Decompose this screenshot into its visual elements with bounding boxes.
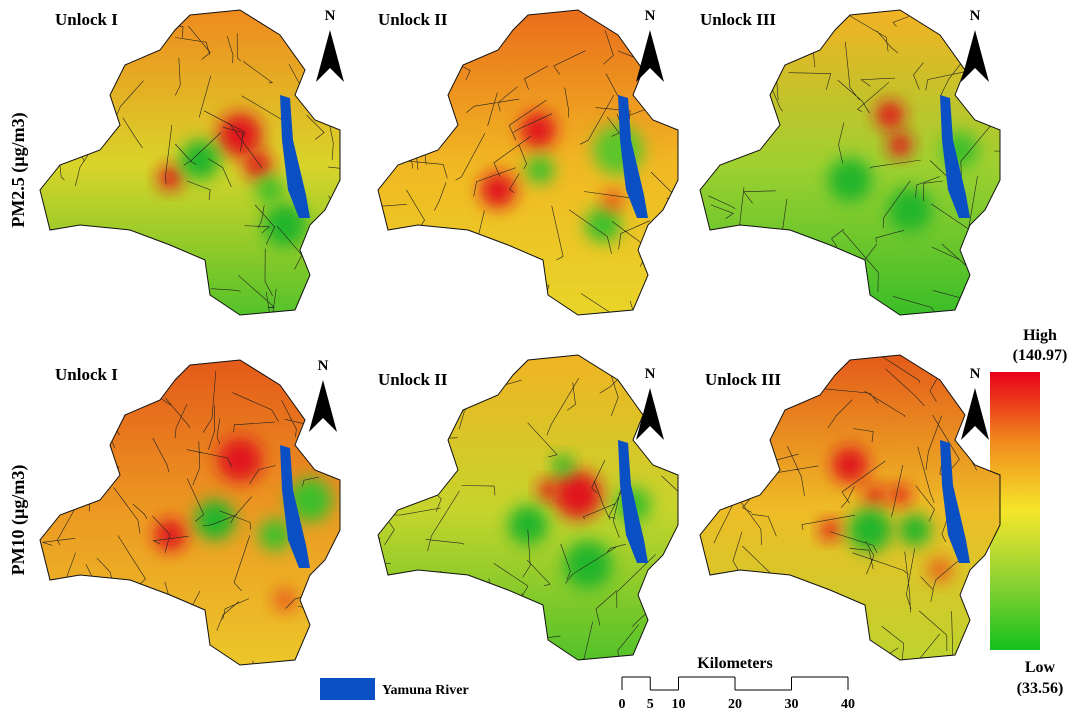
hotspot	[603, 190, 623, 210]
map-outline	[699, 9, 1001, 316]
hotspot	[820, 520, 840, 540]
hotspot	[554, 471, 602, 519]
map-panel	[377, 9, 679, 316]
map-outline	[699, 354, 1001, 661]
north-label: N	[325, 8, 336, 24]
hotspot	[899, 514, 931, 546]
hotspot	[520, 112, 556, 148]
hotspot	[876, 101, 904, 129]
north-arrow	[636, 388, 664, 440]
map-outline	[377, 354, 679, 661]
hotspot	[538, 480, 558, 500]
row-label: PM2.5 (µg/m3)	[8, 112, 29, 227]
panel-title: Unlock II	[378, 10, 448, 29]
river	[280, 445, 310, 568]
scale-tick-label: 10	[672, 697, 686, 712]
map-panel	[699, 9, 1001, 316]
river	[618, 95, 648, 218]
legend-low-value: (33.56)	[1017, 680, 1064, 697]
hotspot	[865, 485, 885, 505]
legend-low: Low	[1025, 659, 1056, 676]
river-swatch	[320, 678, 375, 700]
north-label: N	[318, 358, 329, 374]
panel-title: Unlock I	[55, 365, 118, 384]
hotspot	[180, 140, 220, 180]
panel-title: Unlock III	[705, 370, 781, 389]
hotspot	[508, 505, 548, 545]
hotspot	[256, 176, 284, 204]
hotspot	[480, 172, 516, 208]
hotspot	[273, 588, 297, 612]
hotspot	[564, 541, 612, 589]
hotspot	[848, 508, 892, 552]
hotspot	[553, 455, 573, 475]
river	[940, 95, 970, 218]
north-label: N	[645, 8, 656, 24]
hotspot	[263, 203, 307, 247]
row-label: PM10 (µg/m3)	[8, 465, 29, 576]
panel-title: Unlock II	[378, 370, 448, 389]
north-label: N	[970, 8, 981, 24]
map-panel	[39, 9, 341, 316]
hotspot	[244, 151, 272, 179]
hotspot	[828, 158, 872, 202]
hotspot	[158, 166, 182, 190]
map-outline	[39, 9, 341, 316]
panel-title: Unlock I	[55, 10, 118, 29]
map-surface	[40, 10, 340, 315]
river	[618, 440, 648, 563]
scale-tick-label: 30	[785, 697, 799, 712]
north-arrow	[309, 380, 337, 432]
north-label: N	[645, 366, 656, 382]
hotspot	[218, 113, 262, 157]
hotspot	[585, 207, 621, 243]
hotspot	[526, 156, 554, 184]
hotspot	[259, 519, 291, 551]
scale-tick-label: 20	[728, 697, 742, 712]
north-arrow	[961, 388, 989, 440]
scale-tick-label: 5	[647, 697, 654, 712]
hotspot	[888, 133, 912, 157]
hotspot	[832, 447, 868, 483]
hotspot	[888, 188, 932, 232]
hotspot	[195, 500, 235, 540]
hotspot	[218, 438, 262, 482]
scale-title: Kilometers	[697, 655, 773, 672]
hotspot	[288, 478, 332, 522]
scale-tick-label: 0	[619, 697, 626, 712]
hotspot	[928, 558, 952, 582]
map-outline	[377, 9, 679, 316]
scale-tick-label: 40	[841, 697, 855, 712]
north-label: N	[970, 366, 981, 382]
north-arrow	[316, 30, 344, 82]
river	[940, 440, 970, 563]
river	[280, 95, 310, 218]
legend-high-value: (140.97)	[1013, 347, 1068, 364]
map-outline	[39, 359, 341, 666]
river-label: Yamuna River	[382, 683, 469, 698]
panel-title: Unlock III	[700, 10, 776, 29]
hotspot	[890, 485, 910, 505]
north-arrow	[961, 30, 989, 82]
north-arrow	[636, 30, 664, 82]
legend-high: High	[1023, 327, 1057, 344]
